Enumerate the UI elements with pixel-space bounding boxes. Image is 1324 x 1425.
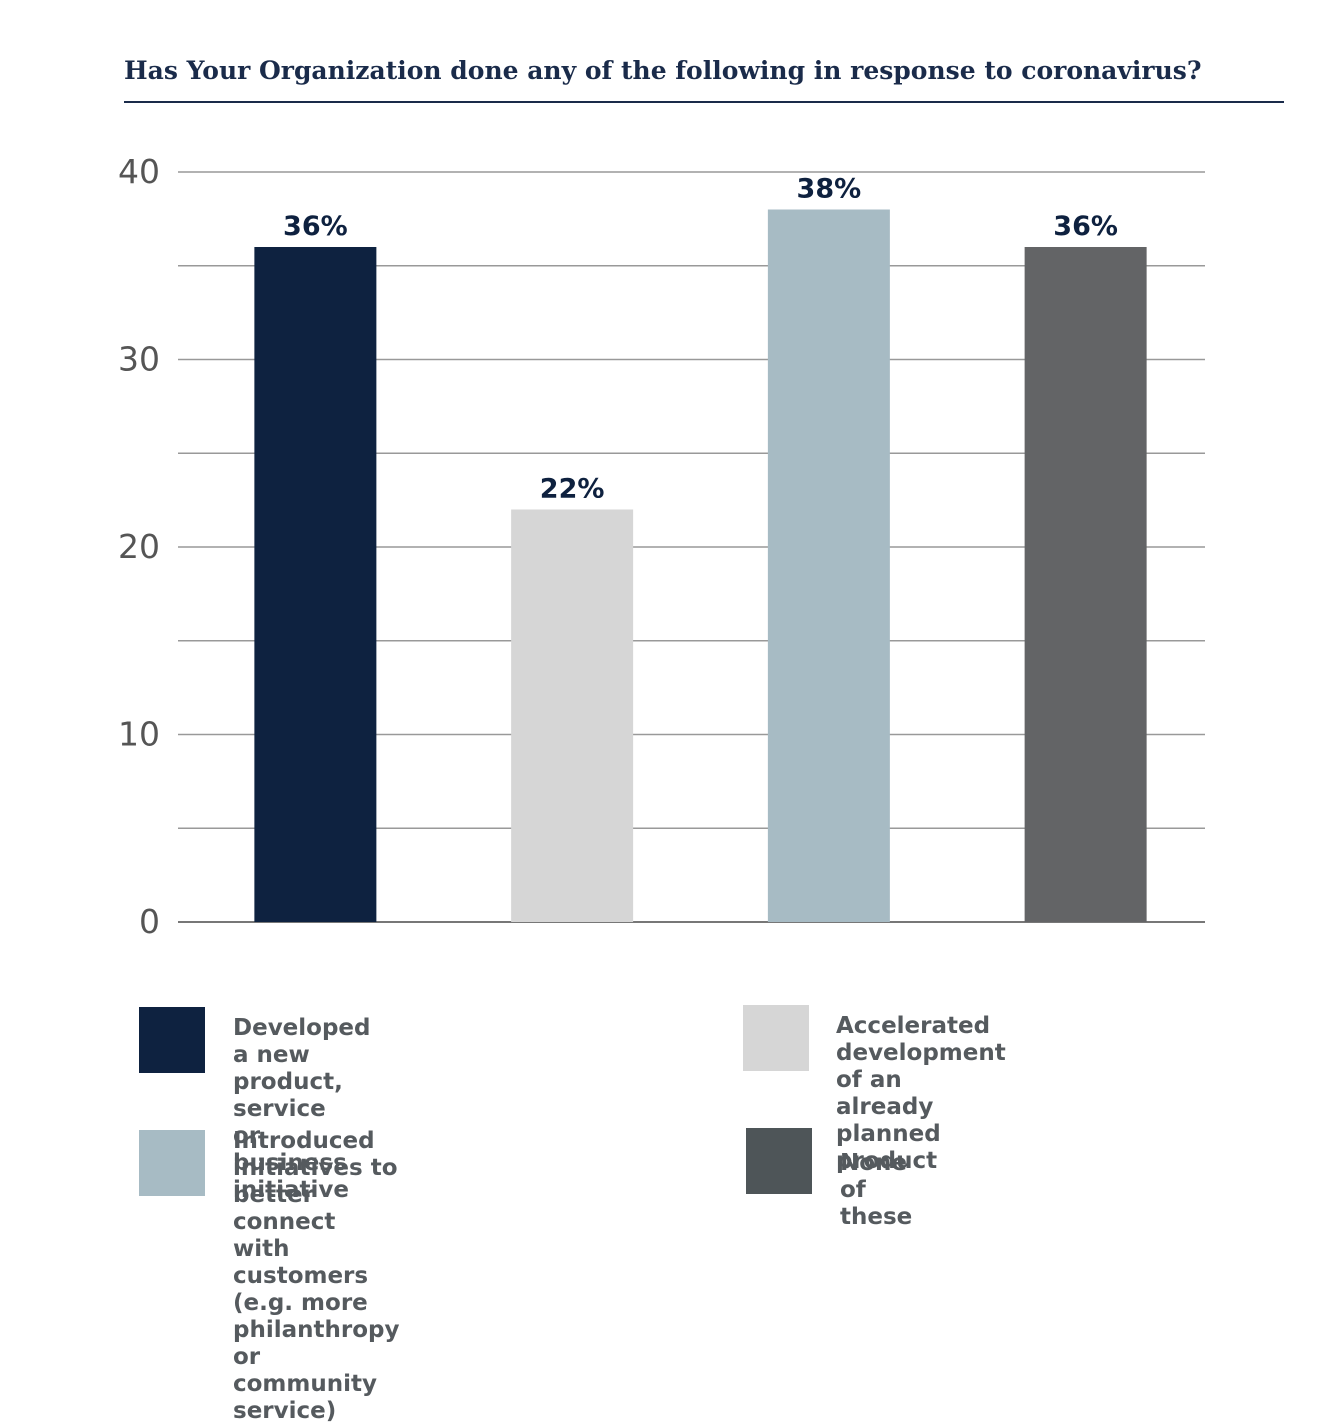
chart-title: Has Your Organization done any of the fo…: [124, 56, 1202, 85]
legend-swatch: [746, 1128, 812, 1194]
bar-chart: 36% 22% 38% 36% 0 10 20 30 40: [118, 152, 1205, 941]
legend-swatch: [139, 1007, 205, 1073]
legend-label: Accelerated development of an already pl…: [836, 1013, 1006, 1174]
y-tick-label: 20: [118, 527, 160, 566]
y-axis-ticks: 0 10 20 30 40: [118, 152, 160, 941]
bar: [511, 509, 634, 922]
bars: [254, 209, 1147, 922]
chart-page: Has Your Organization done any of the fo…: [118, 56, 1284, 1424]
y-tick-label: 30: [118, 340, 160, 379]
bar: [767, 209, 890, 922]
bar-data-label: 38%: [797, 174, 862, 205]
y-tick-label: 0: [139, 902, 160, 941]
y-tick-label: 10: [118, 715, 160, 754]
bar-data-label: 36%: [283, 211, 348, 242]
legend-label: Developed a new product, service or busi…: [233, 1015, 371, 1203]
bar: [1024, 247, 1147, 922]
legend-swatch: [139, 1130, 205, 1196]
legend-swatch: [743, 1005, 809, 1071]
legend-label: Introduced initiatives to better connect…: [233, 1128, 400, 1424]
legend-label: None of these: [840, 1150, 913, 1230]
title-underline: [124, 101, 1284, 103]
data-labels: 36% 22% 38% 36%: [283, 174, 1118, 505]
bar-data-label: 36%: [1053, 211, 1118, 242]
bar-data-label: 22%: [540, 474, 605, 505]
bar: [254, 247, 377, 922]
y-tick-label: 40: [118, 152, 160, 191]
